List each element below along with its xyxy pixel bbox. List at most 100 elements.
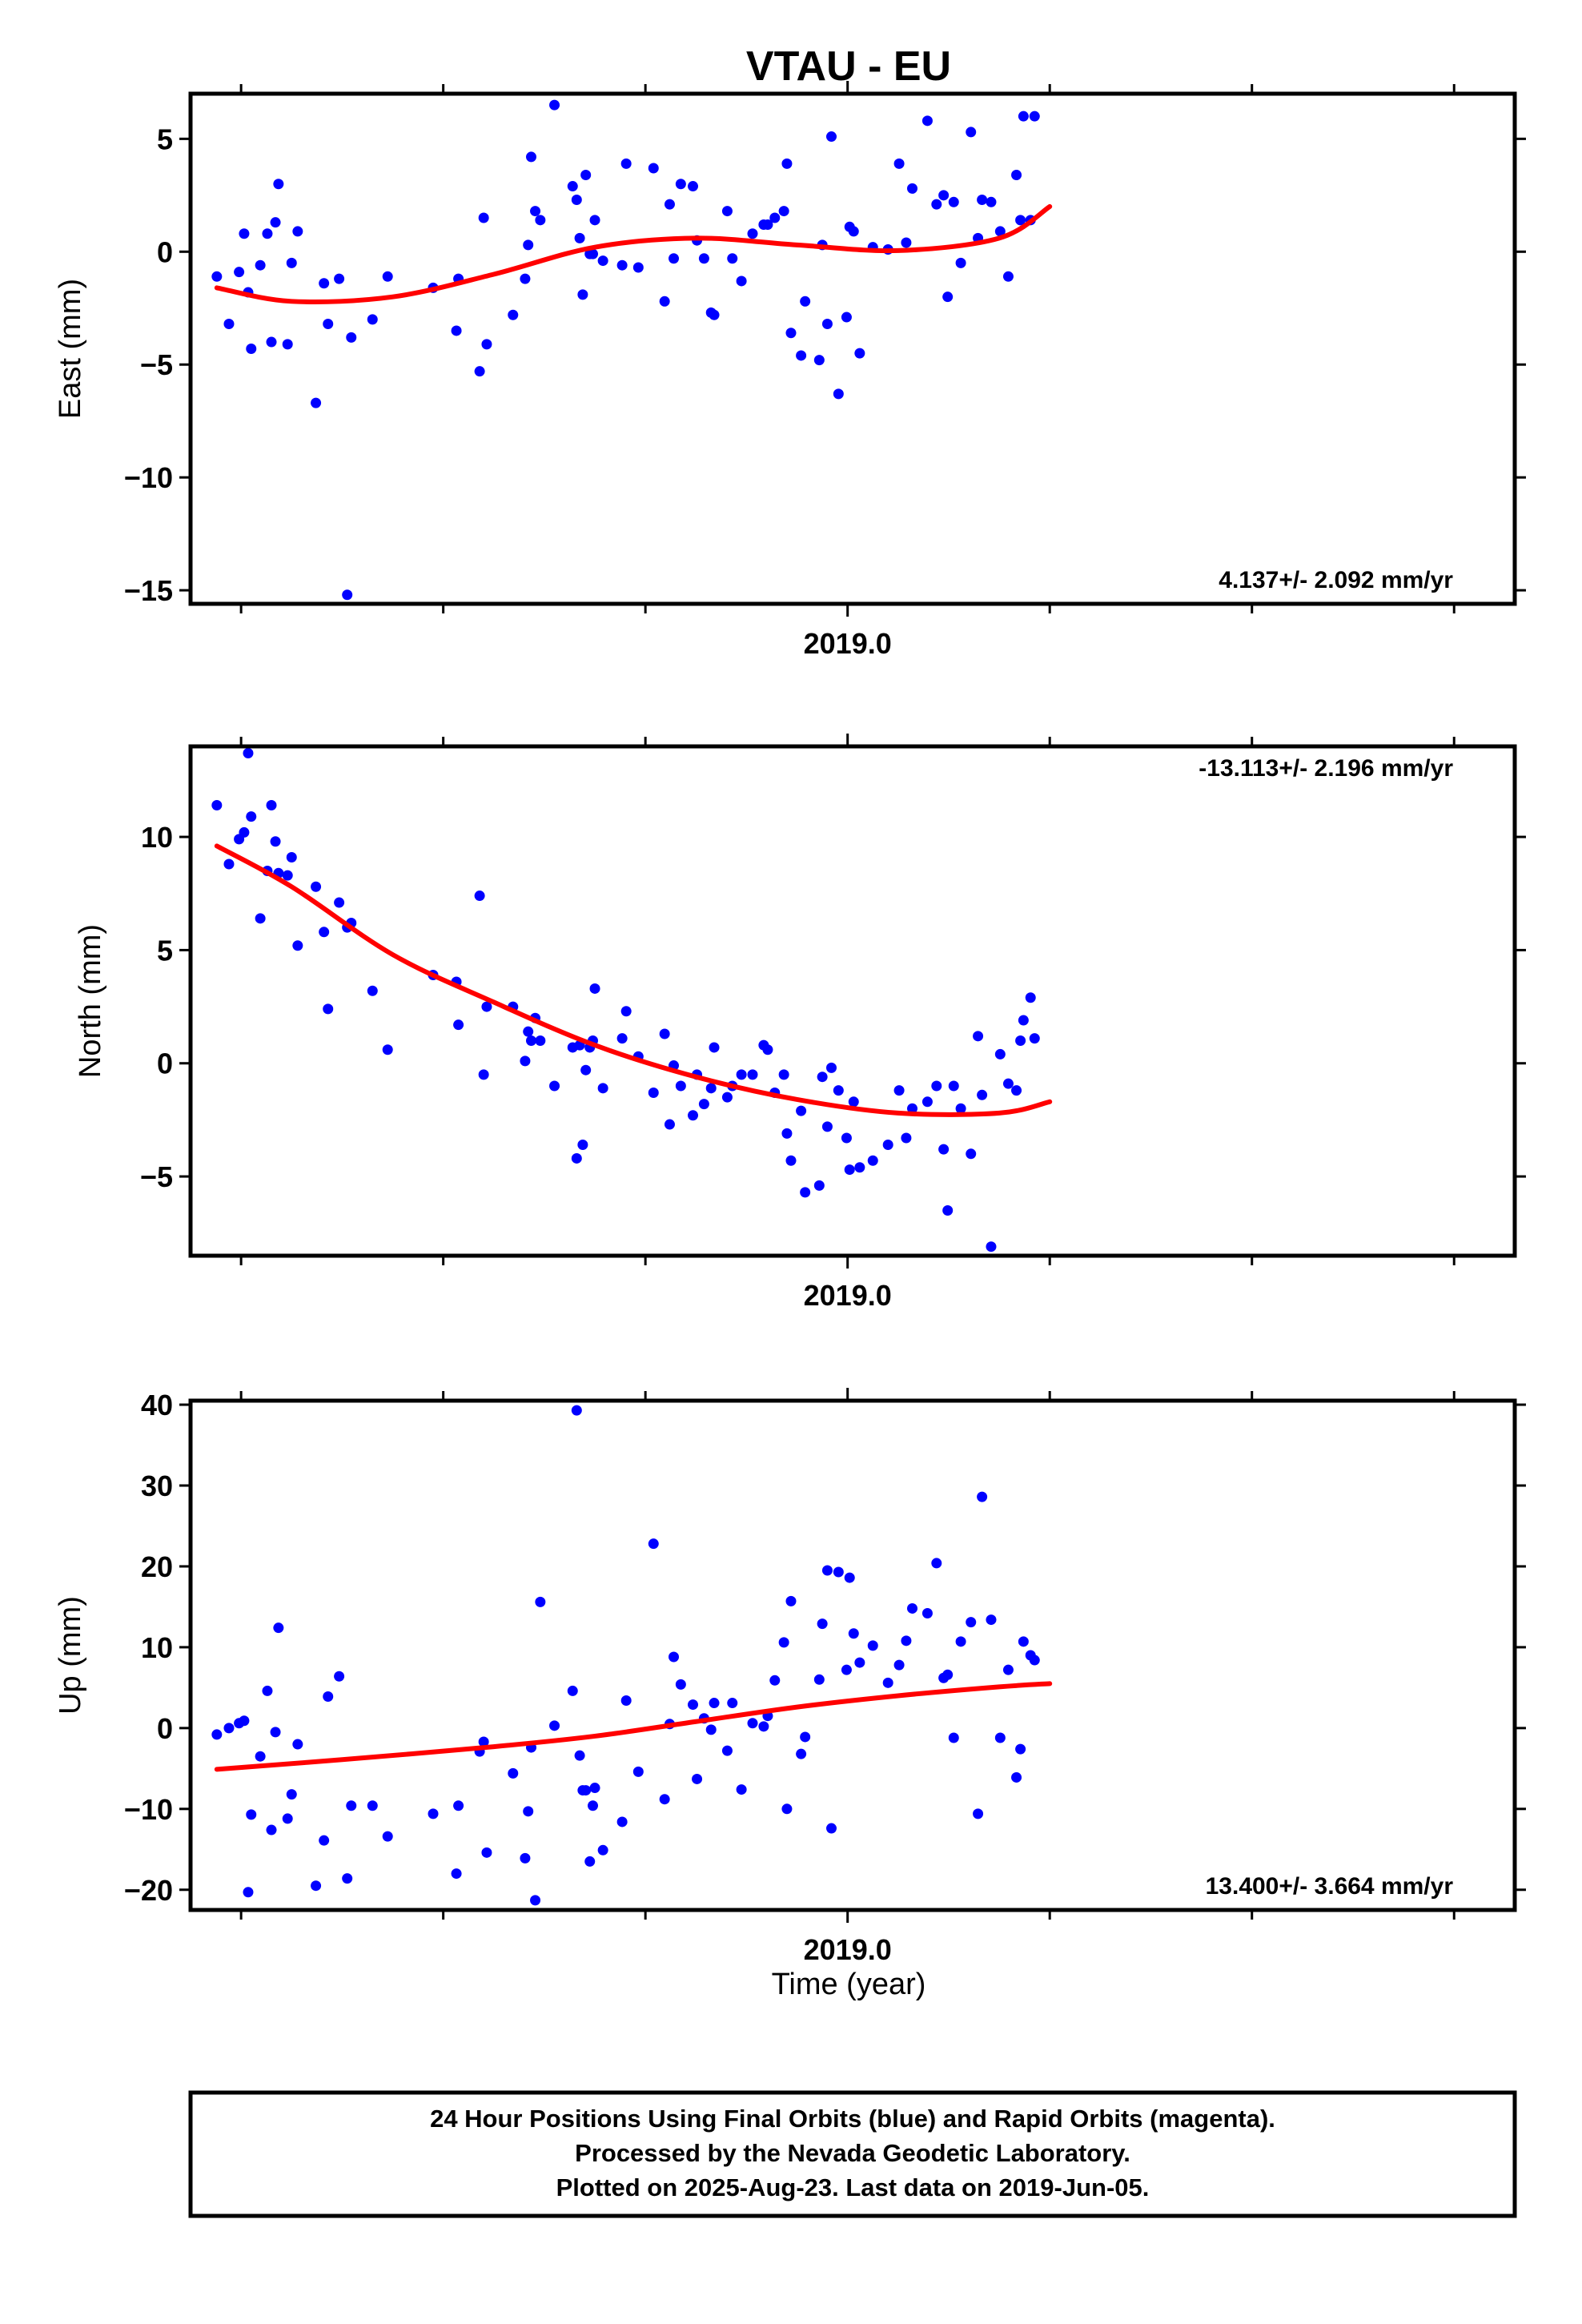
up-data-point — [973, 1808, 984, 1819]
up-y-tick-label: −20 — [124, 1874, 173, 1907]
up-data-point — [867, 1640, 878, 1651]
north-data-point — [736, 1069, 747, 1080]
east-data-point — [833, 388, 844, 400]
up-data-point — [709, 1698, 720, 1709]
up-data-point — [346, 1800, 357, 1811]
east-data-point — [906, 183, 917, 194]
north-axes: −5 0 5 10 2019.0 — [140, 734, 1526, 1312]
up-data-point — [580, 1785, 592, 1796]
up-y-tick-label: −10 — [124, 1793, 173, 1826]
east-data-point — [535, 215, 546, 226]
east-data-point — [255, 259, 266, 271]
north-marks — [211, 747, 1053, 1252]
east-data-point — [948, 196, 959, 207]
north-data-point — [825, 1062, 837, 1073]
up-y-tick-label: 40 — [141, 1389, 173, 1421]
up-data-point — [508, 1767, 519, 1779]
up-data-point — [311, 1880, 322, 1892]
north-data-point — [848, 1096, 859, 1108]
north-data-point — [882, 1139, 893, 1150]
up-data-point — [342, 1873, 353, 1884]
north-data-point — [648, 1087, 659, 1098]
up-data-point — [453, 1800, 464, 1811]
north-data-point — [319, 927, 330, 938]
up-data-point — [223, 1723, 235, 1734]
north-data-point — [762, 1044, 773, 1055]
up-data-point — [659, 1794, 670, 1805]
east-data-point — [736, 275, 747, 287]
north-data-point — [246, 811, 257, 822]
north-data-point — [525, 1035, 536, 1046]
up-data-point — [688, 1699, 699, 1711]
north-data-point — [382, 1044, 393, 1055]
up-data-point — [246, 1809, 257, 1820]
north-data-point — [893, 1085, 905, 1096]
east-data-point — [1011, 169, 1022, 180]
up-data-point — [705, 1724, 717, 1735]
east-rate-label: 4.137+/- 2.092 mm/yr — [1219, 567, 1453, 593]
east-data-point — [508, 309, 519, 320]
up-data-point — [549, 1720, 560, 1731]
up-data-point — [597, 1844, 608, 1856]
up-data-point — [736, 1784, 747, 1795]
north-data-point — [867, 1155, 878, 1166]
up-data-point — [589, 1783, 600, 1794]
north-data-point — [906, 1103, 917, 1114]
north-data-point — [955, 1103, 966, 1114]
east-data-point — [921, 115, 933, 127]
east-data-point — [821, 318, 833, 329]
east-data-point — [211, 271, 223, 282]
north-data-point — [747, 1069, 758, 1080]
east-data-point — [478, 212, 489, 223]
up-data-point — [520, 1852, 531, 1864]
north-data-point — [977, 1089, 988, 1100]
north-data-point — [821, 1121, 833, 1132]
north-data-point — [841, 1132, 852, 1144]
up-data-point — [1002, 1664, 1014, 1675]
east-fit-line — [214, 203, 1053, 305]
north-data-point — [986, 1241, 997, 1252]
east-data-point — [769, 212, 781, 223]
up-panel: −20 −10 0 10 20 30 40 2019.0 Up (mm) 13.400+/- … — [54, 1388, 1526, 1966]
north-data-point — [973, 1031, 984, 1042]
north-y-tick-label: −5 — [140, 1160, 173, 1193]
east-data-point — [266, 336, 277, 348]
up-data-point — [319, 1835, 330, 1846]
east-panel: −15 −10 −5 0 5 2019.0 East (mm) 4.137+/- 2.09… — [54, 81, 1526, 660]
north-data-point — [616, 1033, 628, 1044]
east-data-point — [848, 226, 859, 237]
up-data-point — [239, 1715, 250, 1727]
east-data-point — [451, 325, 462, 336]
up-data-point — [478, 1736, 489, 1747]
north-data-point — [664, 1119, 675, 1130]
east-data-point — [620, 158, 632, 169]
north-data-point — [266, 799, 277, 810]
east-y-tick-label: 0 — [157, 235, 173, 268]
up-data-point — [523, 1806, 534, 1817]
up-data-point — [648, 1538, 659, 1550]
up-data-point — [1018, 1636, 1029, 1647]
north-data-point — [580, 1064, 592, 1076]
up-data-point — [535, 1596, 546, 1607]
east-data-point — [709, 309, 720, 320]
up-data-point — [481, 1847, 492, 1858]
up-data-point — [262, 1685, 273, 1696]
up-data-point — [848, 1628, 859, 1639]
up-y-tick-label: 20 — [141, 1550, 173, 1583]
up-axes: −20 −10 0 10 20 30 40 2019.0 — [124, 1388, 1526, 1966]
east-data-point — [955, 257, 966, 268]
up-data-point — [266, 1824, 277, 1835]
north-data-point — [620, 1006, 632, 1017]
east-data-point — [854, 348, 865, 359]
north-data-point — [474, 891, 485, 902]
east-marks — [211, 99, 1053, 601]
east-data-point — [781, 158, 793, 169]
north-data-point — [1018, 1015, 1029, 1026]
up-data-point — [931, 1558, 942, 1569]
up-y-tick-label: 0 — [157, 1712, 173, 1745]
east-data-point — [1002, 271, 1014, 282]
up-data-point — [211, 1729, 223, 1740]
east-data-point — [346, 332, 357, 343]
north-data-point — [453, 1019, 464, 1031]
